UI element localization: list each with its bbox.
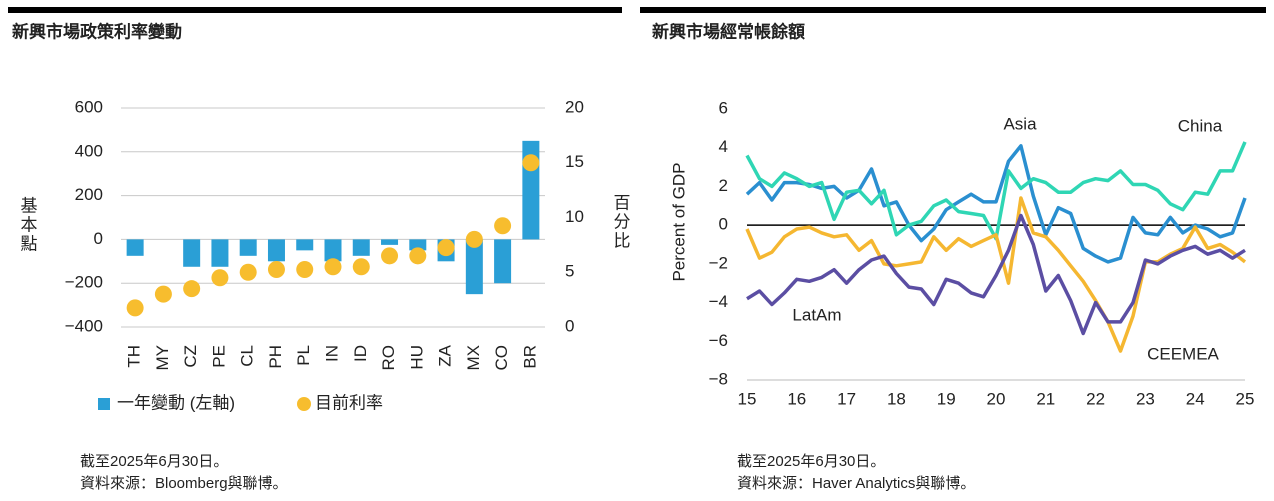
x-tick-label: 21 <box>1036 389 1055 408</box>
x-tick-label: PL <box>294 345 313 366</box>
y-tick-label: −400 <box>65 316 103 335</box>
x-tick-label: 22 <box>1086 389 1105 408</box>
y2-tick-label: 20 <box>565 97 584 116</box>
note: 資料來源：Bloomberg與聯博。 <box>80 475 288 492</box>
y-tick-label: −200 <box>65 273 103 292</box>
dot <box>437 239 455 257</box>
panel-bar <box>8 7 622 13</box>
series-label: Asia <box>1003 114 1037 133</box>
x-tick-label: 17 <box>837 389 856 408</box>
x-tick-label: HU <box>407 345 426 370</box>
y-tick-label: −6 <box>709 331 728 350</box>
x-tick-label: CL <box>238 345 257 367</box>
dot <box>296 261 314 279</box>
dot <box>211 269 229 287</box>
bar <box>296 239 314 251</box>
y2-tick-label: 5 <box>565 262 574 281</box>
x-tick-label: RO <box>379 345 398 371</box>
dot <box>522 154 540 172</box>
x-tick-label: 18 <box>887 389 906 408</box>
bar <box>465 239 483 295</box>
chart-title: 新興市場經常帳餘額 <box>652 21 805 41</box>
x-tick-label: 19 <box>937 389 956 408</box>
y2-tick-label: 10 <box>565 207 584 226</box>
bar <box>126 239 144 256</box>
bar <box>183 239 201 267</box>
bar <box>494 239 512 284</box>
bar <box>239 239 257 256</box>
dot <box>267 261 285 279</box>
dot <box>183 280 201 298</box>
x-tick-label: BR <box>520 345 539 369</box>
legend-swatch <box>297 397 311 411</box>
y-tick-label: 400 <box>75 141 103 160</box>
series-label: China <box>1178 116 1223 135</box>
bar <box>211 239 229 267</box>
x-tick-label: ZA <box>436 344 455 366</box>
x-tick-label: CO <box>492 345 511 371</box>
x-tick-label: MX <box>464 345 483 371</box>
dot <box>239 263 257 281</box>
dot <box>465 230 483 248</box>
bar <box>409 239 427 251</box>
y-tick-label: 600 <box>75 97 103 116</box>
y-tick-label: −8 <box>709 369 728 388</box>
line <box>746 213 1246 336</box>
dot <box>381 247 399 265</box>
note: 截至2025年6月30日。 <box>80 453 228 470</box>
x-tick-label: TH <box>125 345 144 368</box>
x-tick-label: CZ <box>181 345 200 368</box>
y-tick-label: 4 <box>719 137 728 156</box>
x-tick-label: 25 <box>1236 389 1255 408</box>
bar <box>381 239 399 245</box>
y-axis-label: 基本點 <box>18 196 38 253</box>
y2-tick-label: 15 <box>565 152 584 171</box>
bar <box>324 239 342 262</box>
dot <box>154 285 172 303</box>
x-tick-label: PE <box>209 345 228 368</box>
note: 截至2025年6月30日。 <box>737 453 885 470</box>
y-tick-label: 0 <box>94 229 103 248</box>
x-tick-label: 15 <box>738 389 757 408</box>
legend-swatch <box>98 398 110 410</box>
dot <box>409 247 427 265</box>
panel-bar <box>640 7 1266 13</box>
y-tick-label: 0 <box>719 215 728 234</box>
series-label: CEEMEA <box>1147 344 1219 363</box>
line <box>745 144 1247 264</box>
x-tick-label: 24 <box>1186 389 1205 408</box>
dot <box>352 258 370 276</box>
bar <box>267 239 285 262</box>
x-tick-label: IN <box>322 345 341 362</box>
dot <box>126 299 144 317</box>
y-tick-label: −2 <box>709 253 728 272</box>
x-tick-label: PH <box>266 345 285 369</box>
dot <box>494 217 512 235</box>
series-label: LatAm <box>792 305 841 324</box>
y-axis-label: Percent of GDP <box>669 162 688 281</box>
x-tick-label: 20 <box>987 389 1006 408</box>
y-tick-label: −4 <box>709 292 728 311</box>
y-tick-label: 6 <box>719 98 728 117</box>
line <box>745 141 1247 241</box>
legend-label: 一年變動 (左軸) <box>117 393 235 412</box>
x-tick-label: MY <box>153 345 172 371</box>
note: 資料來源：Haver Analytics與聯博。 <box>737 475 975 492</box>
y-tick-label: 2 <box>719 176 728 195</box>
dot <box>324 258 342 276</box>
y2-tick-label: 0 <box>565 316 574 335</box>
bar <box>352 239 370 256</box>
y2-axis-label: 百分比 <box>611 194 631 251</box>
x-tick-label: 23 <box>1136 389 1155 408</box>
x-tick-label: 16 <box>787 389 806 408</box>
chart-title: 新興市場政策利率變動 <box>12 21 182 41</box>
y-tick-label: 200 <box>75 185 103 204</box>
x-tick-label: ID <box>351 345 370 362</box>
legend-label: 目前利率 <box>315 393 383 412</box>
